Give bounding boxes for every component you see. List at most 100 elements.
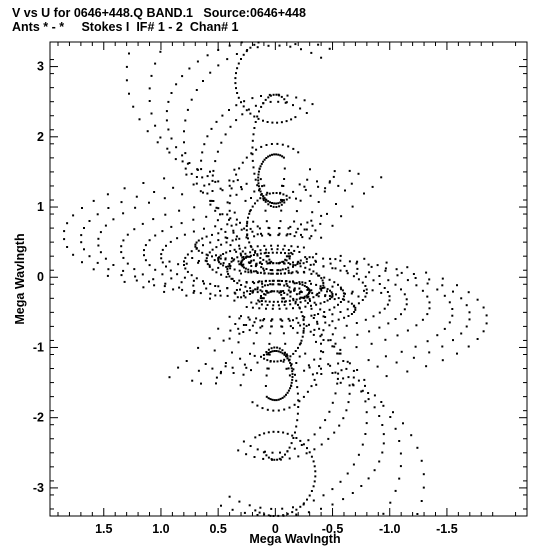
uv-point	[282, 262, 285, 265]
uv-point	[285, 120, 288, 123]
uv-point	[301, 296, 304, 299]
uv-point	[261, 290, 264, 293]
uv-point	[315, 340, 317, 343]
uv-point	[330, 291, 333, 294]
uv-point	[178, 286, 181, 289]
uv-point	[346, 272, 349, 275]
uv-point	[249, 112, 252, 115]
uv-point	[265, 395, 268, 398]
uv-point	[283, 297, 286, 300]
uv-point	[270, 347, 273, 350]
uv-point	[367, 398, 370, 401]
uv-point	[281, 268, 284, 271]
uv-point	[186, 162, 189, 165]
uv-point	[254, 104, 257, 107]
uv-point	[249, 261, 252, 264]
uv-point	[254, 509, 257, 512]
uv-point	[280, 209, 283, 212]
uv-point	[262, 354, 265, 356]
uv-point	[258, 167, 261, 170]
uv-point	[259, 289, 262, 292]
uv-point	[334, 392, 337, 395]
uv-point	[278, 307, 281, 310]
uv-point	[163, 285, 166, 288]
uv-point	[323, 301, 326, 303]
uv-point	[219, 289, 221, 292]
uv-point	[228, 315, 231, 318]
uv-point	[226, 223, 229, 226]
uv-point	[231, 257, 233, 260]
uv-point	[238, 269, 241, 272]
uv-point	[165, 244, 167, 247]
uv-point	[322, 284, 325, 287]
uv-point	[210, 199, 213, 202]
uv-point	[297, 260, 300, 263]
uv-point	[319, 302, 322, 305]
uv-point	[265, 351, 268, 353]
uv-point	[259, 165, 262, 168]
uv-point	[299, 439, 302, 442]
uv-point	[277, 202, 280, 205]
uv-point	[259, 197, 262, 200]
uv-point	[266, 262, 269, 265]
uv-point	[378, 415, 381, 417]
uv-point	[177, 263, 180, 266]
uv-point	[333, 298, 336, 301]
uv-point	[233, 248, 236, 251]
uv-point	[104, 257, 107, 260]
uv-point	[268, 192, 271, 195]
uv-point	[229, 125, 232, 128]
uv-point	[228, 184, 231, 187]
uv-point	[226, 270, 229, 273]
uv-point	[298, 400, 301, 403]
uv-point	[277, 430, 280, 433]
uv-point	[441, 345, 444, 348]
uv-point	[350, 313, 353, 315]
uv-point	[299, 301, 302, 304]
uv-point	[199, 292, 202, 295]
uv-point	[181, 75, 184, 78]
uv-point	[244, 246, 247, 249]
uv-point	[311, 373, 314, 376]
uv-point	[363, 257, 366, 260]
uv-point	[248, 504, 251, 507]
uv-point	[235, 235, 238, 238]
uv-point	[153, 284, 156, 287]
uv-point	[284, 272, 286, 275]
uv-point	[190, 172, 193, 175]
uv-point	[252, 133, 255, 136]
uv-point	[208, 264, 211, 267]
uv-point	[269, 514, 272, 517]
uv-point	[267, 203, 270, 206]
uv-point	[415, 284, 418, 287]
uv-point	[283, 292, 286, 294]
uv-point	[195, 176, 198, 178]
uv-point	[292, 506, 294, 509]
uv-point	[263, 318, 266, 320]
uv-point	[260, 145, 263, 148]
uv-point	[72, 214, 75, 217]
uv-point	[388, 295, 391, 298]
uv-point	[263, 184, 266, 187]
uv-point	[342, 498, 345, 501]
uv-point	[331, 285, 334, 288]
uv-point	[125, 79, 128, 82]
uv-point	[324, 187, 327, 190]
uv-point	[263, 272, 266, 275]
uv-point	[252, 166, 255, 169]
uv-point	[292, 147, 295, 150]
uv-point	[322, 329, 325, 332]
uv-point	[304, 352, 307, 355]
uv-point	[281, 319, 284, 322]
uv-point	[281, 396, 284, 399]
uv-point	[226, 213, 229, 216]
uv-point	[348, 392, 351, 395]
uv-point	[216, 219, 219, 222]
uv-point	[441, 359, 444, 362]
uv-point	[219, 257, 222, 260]
uv-point	[194, 245, 197, 248]
uv-point	[371, 289, 374, 292]
uv-point	[240, 284, 243, 286]
uv-point	[236, 179, 239, 182]
uv-point	[363, 192, 365, 195]
